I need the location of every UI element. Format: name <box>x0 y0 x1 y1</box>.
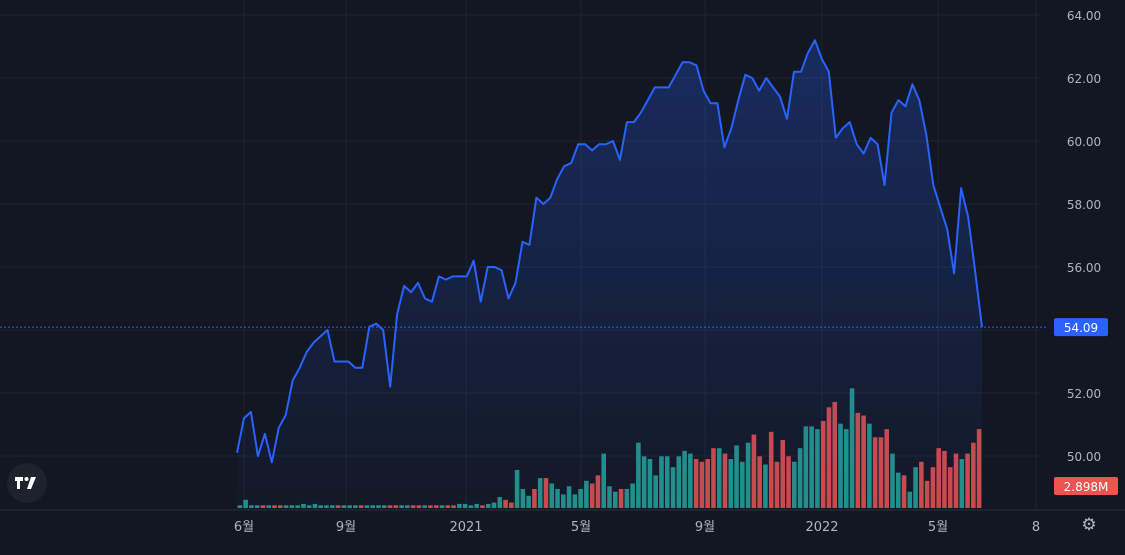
price-axis-background <box>1046 0 1125 555</box>
time-tick-label: 5월 <box>928 520 948 535</box>
last-price-label: 54.09 <box>1064 321 1098 335</box>
price-tick-label: 56.00 <box>1067 261 1101 275</box>
tradingview-logo-icon[interactable] <box>7 463 47 503</box>
price-tick-label: 52.00 <box>1067 387 1101 401</box>
time-tick-label: 2021 <box>449 520 482 535</box>
price-line <box>236 39 983 464</box>
price-axis: 64.0062.0060.0058.0056.0054.0052.0050.00… <box>1046 0 1125 555</box>
last-volume-label: 2.898M <box>1064 480 1109 494</box>
price-tick-label: 50.00 <box>1067 450 1101 464</box>
time-tick-label: 8 <box>1032 520 1040 535</box>
time-tick-label: 2022 <box>805 520 838 535</box>
time-tick-label: 9월 <box>695 520 715 535</box>
time-tick-label: 5월 <box>571 520 591 535</box>
tradingview-logo-mark <box>15 477 36 489</box>
time-tick-label: 6월 <box>234 520 254 535</box>
last-volume-badge <box>1054 477 1118 495</box>
price-area-fill <box>237 40 982 510</box>
price-tick-label: 64.00 <box>1067 9 1101 23</box>
last-price-badge <box>1054 318 1108 337</box>
gear-icon[interactable]: ⚙ <box>1081 515 1097 535</box>
price-tick-label: 58.00 <box>1067 198 1101 212</box>
time-tick-label: 9월 <box>336 520 356 535</box>
price-tick-label: 62.00 <box>1067 72 1101 86</box>
time-axis: 6월 9월 2021 5월 9월 2022 5월 8 <box>0 509 1125 535</box>
price-tick-label: 60.00 <box>1067 135 1101 149</box>
